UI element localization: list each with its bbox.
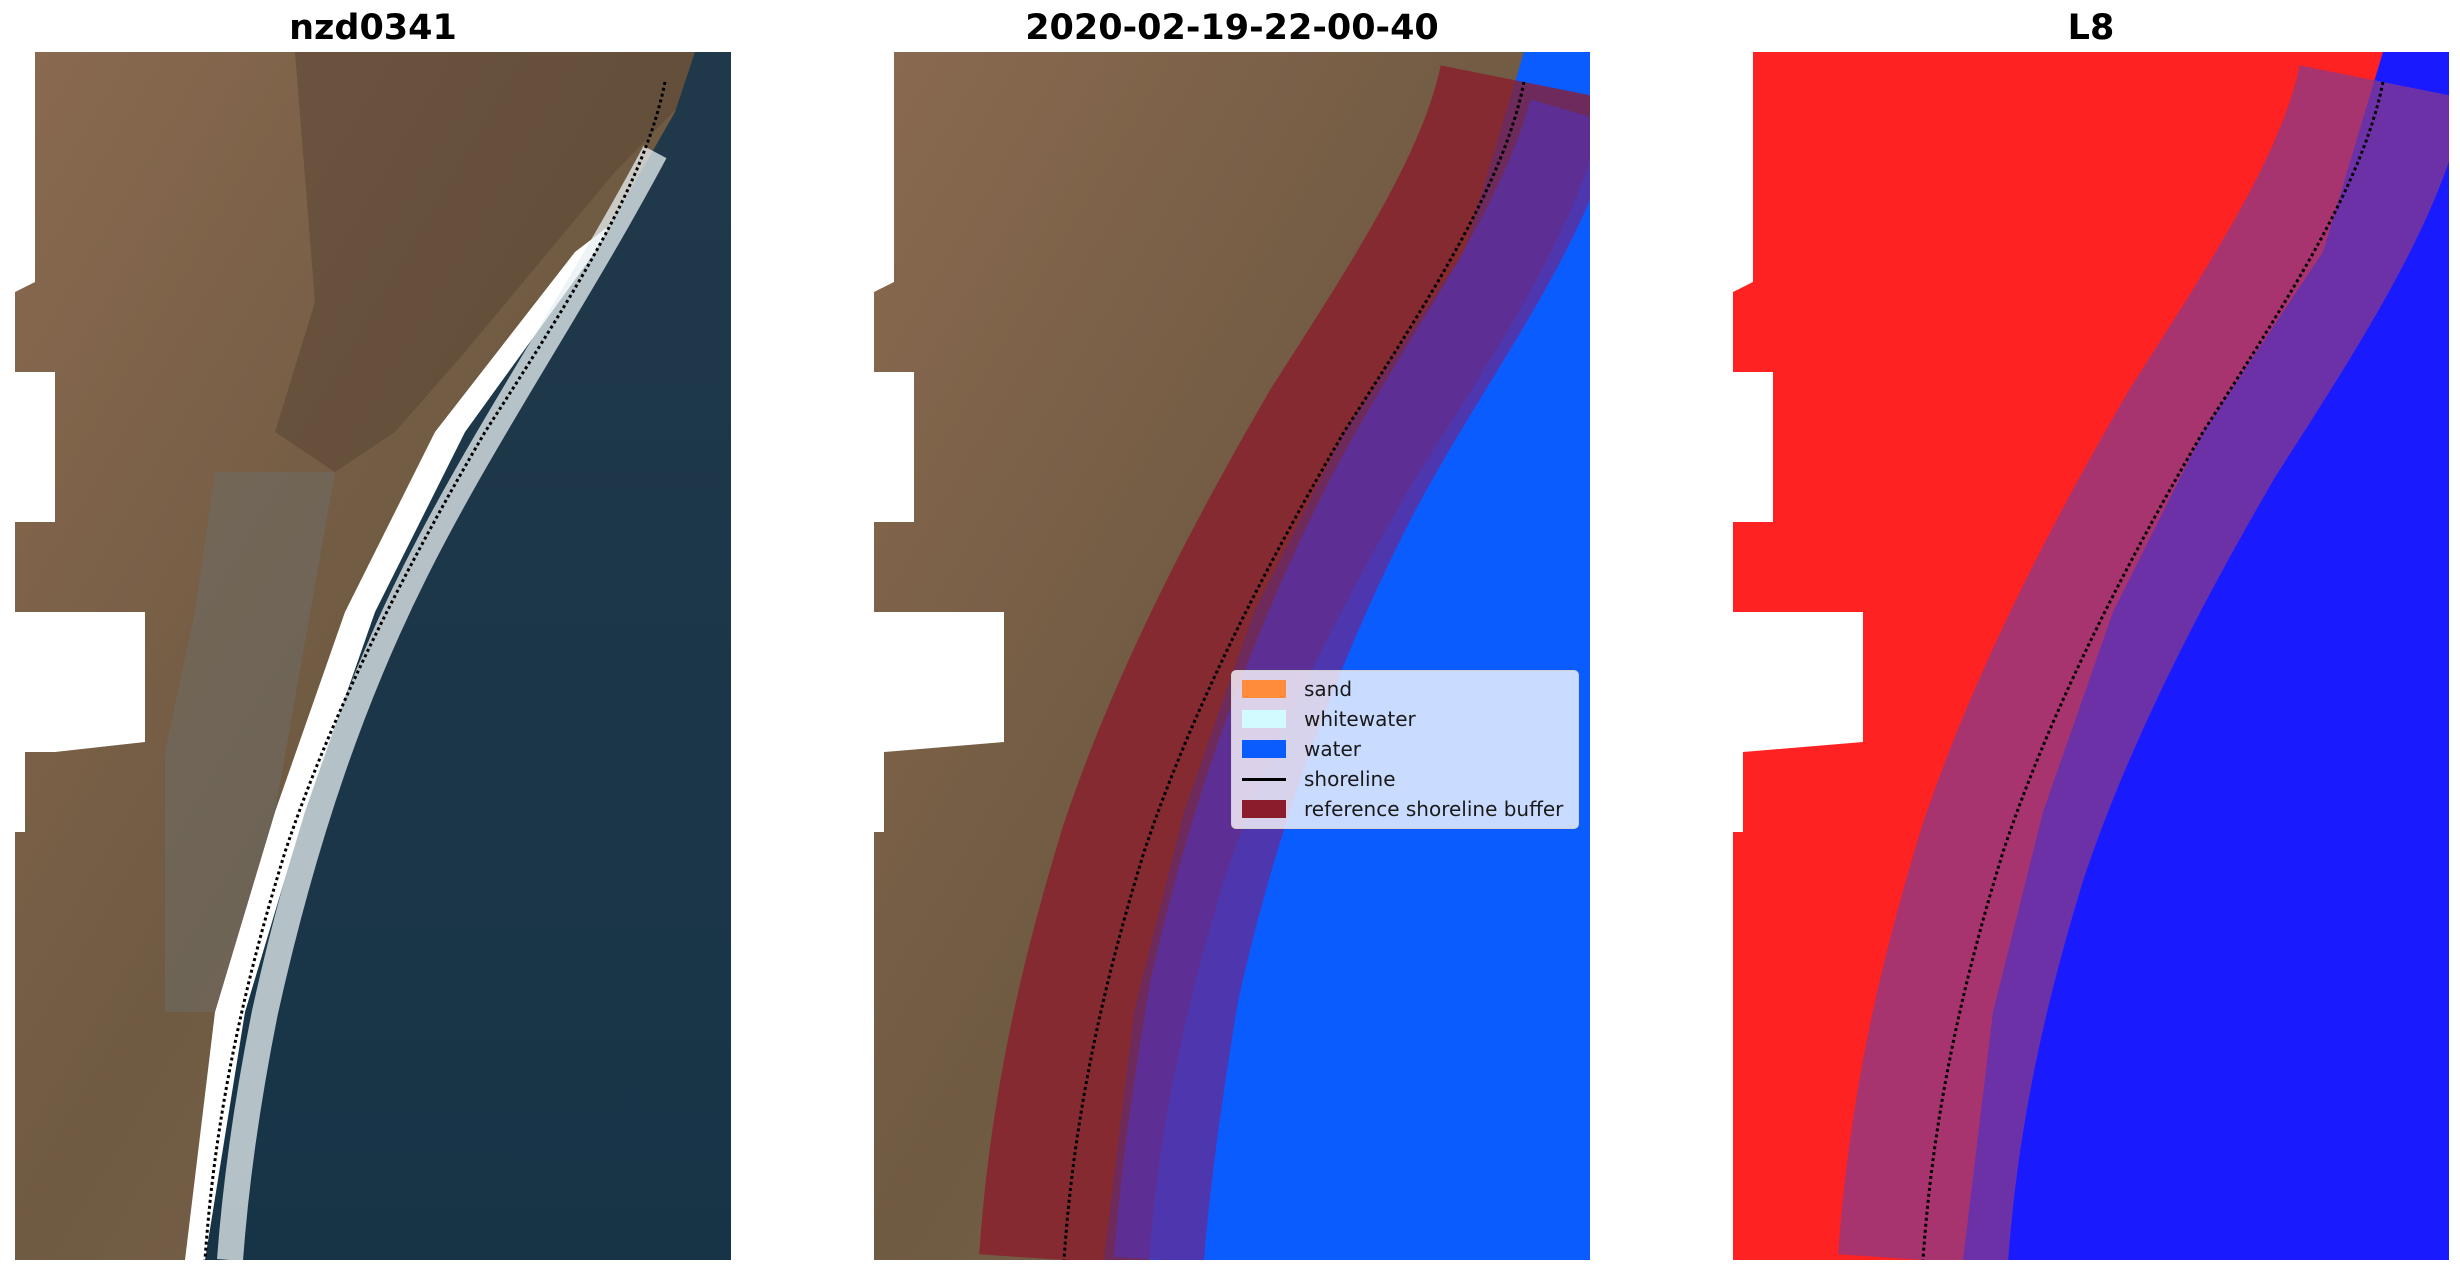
rgb-image [15,52,731,1260]
legend-label: sand [1304,677,1353,701]
classified-image-panel [874,52,1590,1260]
legend-item-whitewater: whitewater [1242,704,1416,734]
shoreline [203,81,667,1260]
legend-label: reference shoreline buffer [1304,797,1564,821]
legend-swatch-whitewater [1242,710,1286,728]
panel-title-index: L8 [2067,8,2115,48]
index-image-panel [1733,52,2449,1260]
shoreline [1921,81,2385,1260]
mountain-shade [275,52,731,472]
sea-area [205,52,731,1260]
town-area [165,472,335,1012]
whitewater-band [217,145,667,1260]
legend-item-sand: sand [1242,674,1352,704]
legend-label: water [1304,737,1361,761]
classified-image [874,52,1590,1260]
legend-label: shoreline [1304,767,1396,791]
legend-item-water: water [1242,734,1361,764]
legend-item-buffer: reference shoreline buffer [1242,794,1563,824]
shoreline [1062,81,1526,1260]
legend-swatch-buffer [1242,800,1286,818]
legend: sand whitewater water shoreline referenc… [1231,670,1579,829]
nodata-left-notch [15,372,55,522]
legend-label: whitewater [1304,707,1416,731]
legend-swatch-sand [1242,680,1286,698]
panel-title-classified: 2020-02-19-22-00-40 [1025,8,1439,48]
rgb-image-panel [15,52,731,1260]
legend-swatch-water [1242,740,1286,758]
nodata-left [15,612,145,742]
legend-line-shoreline [1242,777,1286,781]
nodata-topleft [15,52,35,132]
index-image [1733,52,2449,1260]
panel-title-rgb: nzd0341 [289,8,457,48]
legend-item-shoreline: shoreline [1242,764,1396,794]
